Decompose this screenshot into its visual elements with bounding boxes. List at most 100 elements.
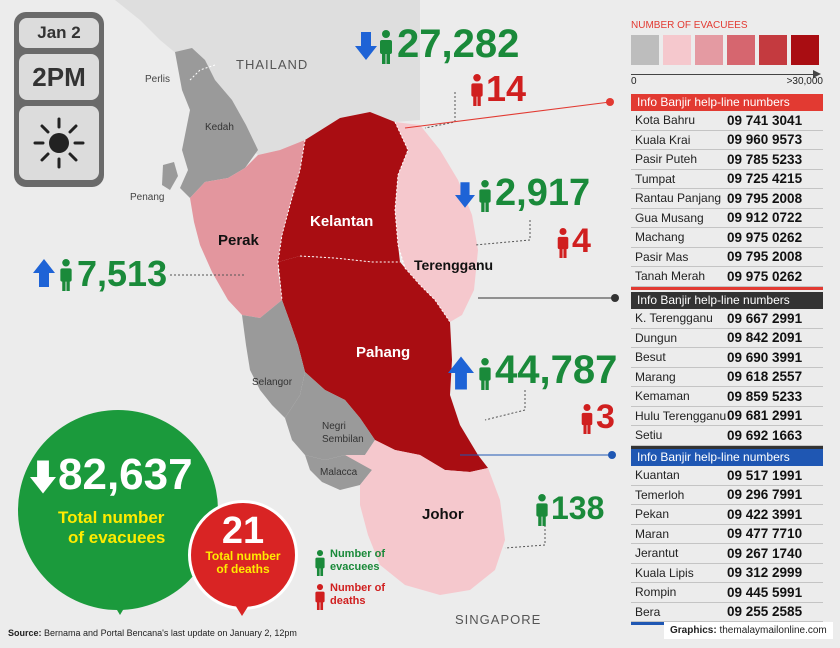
- color-swatch: [695, 35, 723, 65]
- label-perlis: Perlis: [145, 74, 171, 85]
- helpline-row: Kuala Lipis 09 312 2999: [631, 564, 823, 583]
- total-evacuees-label-2: of evacuees: [68, 528, 166, 547]
- death-person-icon: [557, 228, 569, 258]
- helpline-phone[interactable]: 09 255 2585: [727, 604, 803, 620]
- thailand-landmass: [115, 0, 420, 155]
- evacuee-person-icon: [479, 358, 491, 390]
- helpline-pahang: Info Banjir help-line numbers Kuantan 09 5…: [631, 449, 823, 625]
- helpline-area: Besut: [635, 350, 666, 365]
- helpline-title: Info Banjir help-line numbers: [631, 94, 823, 111]
- helpline-phone[interactable]: 09 517 1991: [727, 467, 803, 483]
- helpline-area: Kuala Lipis: [635, 565, 694, 580]
- terengganu-evacuees: 2,917: [495, 172, 591, 214]
- label-terengganu: Terengganu: [414, 257, 494, 273]
- selangor-region: [242, 300, 305, 418]
- helpline-phone[interactable]: 09 312 2999: [727, 565, 803, 581]
- helpline-phone[interactable]: 09 690 3991: [727, 349, 803, 365]
- weather-panel: [19, 106, 99, 180]
- kelantan-region: [278, 112, 408, 262]
- helpline-title: Info Banjir help-line numbers: [631, 449, 823, 466]
- johor-evacuees: 138: [551, 490, 605, 526]
- helpline-row: Dungun 09 842 2091: [631, 329, 823, 348]
- color-scale-title: NUMBER OF EVACUEES: [631, 20, 748, 31]
- helpline-phone[interactable]: 09 681 2991: [727, 408, 803, 424]
- helpline-phone[interactable]: 09 795 2008: [727, 190, 803, 206]
- helpline-row: Pasir Puteh 09 785 5233: [631, 150, 823, 170]
- evacuee-person-icon: [380, 30, 392, 64]
- helpline-phone[interactable]: 09 296 7991: [727, 487, 803, 503]
- helpline-phone[interactable]: 09 267 1740: [727, 545, 803, 561]
- helpline-row: Kemaman 09 859 5233: [631, 387, 823, 407]
- evacuee-person-icon: [536, 494, 548, 526]
- helpline-phone[interactable]: 09 477 7710: [727, 526, 803, 542]
- helpline-row: Kuala Krai 09 960 9573: [631, 131, 823, 150]
- helpline-area: Temerloh: [635, 487, 685, 502]
- perak-region: [190, 140, 305, 318]
- source-text: Bernama and Portal Bencana's last update…: [44, 628, 297, 638]
- pahang-region: [278, 256, 488, 472]
- helpline-phone[interactable]: 09 975 0262: [727, 229, 803, 245]
- helpline-phone[interactable]: 09 912 0722: [727, 210, 803, 226]
- up-arrow-icon: [448, 356, 474, 390]
- color-swatch: [631, 35, 659, 65]
- helpline-area: Marang: [635, 369, 676, 384]
- label-malacca: Malacca: [320, 467, 358, 478]
- helpline-area: Kota Bahru: [635, 113, 696, 128]
- helpline-row: Gua Musang 09 912 0722: [631, 209, 823, 228]
- total-evacuees-value: 82,637: [58, 450, 193, 499]
- down-arrow-icon: [355, 32, 377, 60]
- evacuee-person-icon: [315, 550, 325, 576]
- graphics-text: themalaymailonline.com: [719, 625, 827, 636]
- helpline-phone[interactable]: 09 667 2991: [727, 310, 803, 326]
- helpline-phone[interactable]: 09 422 3991: [727, 506, 803, 522]
- johor-region: [345, 440, 505, 595]
- helpline-area: Bera: [635, 604, 661, 619]
- helpline-phone[interactable]: 09 445 5991: [727, 584, 803, 600]
- helpline-area: Tanah Merah: [635, 269, 706, 284]
- helpline-phone[interactable]: 09 859 5233: [727, 388, 803, 404]
- helpline-phone[interactable]: 09 960 9573: [727, 132, 803, 148]
- helpline-row: Maran 09 477 7710: [631, 525, 823, 544]
- label-penang: Penang: [130, 192, 165, 203]
- legend-deaths-label-1: Number of: [330, 582, 385, 594]
- death-person-icon: [581, 404, 593, 434]
- date-box: Jan 2 2PM: [14, 12, 104, 187]
- helpline-phone[interactable]: 09 692 1663: [727, 427, 803, 443]
- helpline-row: Tumpat 09 725 4215: [631, 170, 823, 189]
- penang-island: [162, 162, 178, 190]
- peninsular-map: [115, 0, 619, 595]
- evacuee-person-icon: [60, 259, 72, 291]
- legend-evacuees-label-1: Number of: [330, 548, 385, 560]
- kelantan-deaths-value: 14: [486, 68, 527, 109]
- total-evacuees-bubble: [18, 410, 218, 610]
- label-thailand: THAILAND: [236, 57, 309, 72]
- label-singapore: SINGAPORE: [455, 612, 542, 627]
- helpline-row: Kota Bahru 09 741 3041: [631, 111, 823, 131]
- helpline-row: Rantau Panjang 09 795 2008: [631, 189, 823, 209]
- total-deaths: 21 Total number of deaths: [188, 512, 298, 576]
- helpline-area: Pasir Puteh: [635, 152, 698, 167]
- helpline-area: Kuala Krai: [635, 132, 691, 147]
- perak-evacuees: 7,513: [77, 253, 168, 294]
- color-swatch: [663, 35, 691, 65]
- label-negri-sembilan: Negri Sembilan: [322, 421, 364, 445]
- helpline-phone[interactable]: 09 975 0262: [727, 268, 803, 284]
- total-deaths-label-2: of deaths: [216, 562, 270, 576]
- legend-deaths-label-2: deaths: [330, 595, 366, 607]
- negri-sembilan-region: [285, 372, 375, 460]
- helpline-area: Rantau Panjang: [635, 191, 722, 206]
- helpline-area: Gua Musang: [635, 210, 704, 225]
- helpline-phone[interactable]: 09 618 2557: [727, 369, 803, 385]
- helpline-phone[interactable]: 09 842 2091: [727, 330, 803, 346]
- sun-icon: [33, 117, 85, 169]
- helpline-row: Marang 09 618 2557: [631, 368, 823, 387]
- helpline-row: Pasir Mas 09 795 2008: [631, 248, 823, 267]
- helpline-area: Kuantan: [635, 468, 680, 483]
- helpline-phone[interactable]: 09 785 5233: [727, 151, 803, 167]
- evacuee-person-icon: [479, 180, 491, 212]
- helpline-phone[interactable]: 09 741 3041: [727, 112, 803, 128]
- helpline-area: Rompin: [635, 585, 677, 600]
- helpline-phone[interactable]: 09 795 2008: [727, 249, 803, 265]
- helpline-phone[interactable]: 09 725 4215: [727, 171, 803, 187]
- source-label: Source:: [8, 628, 42, 638]
